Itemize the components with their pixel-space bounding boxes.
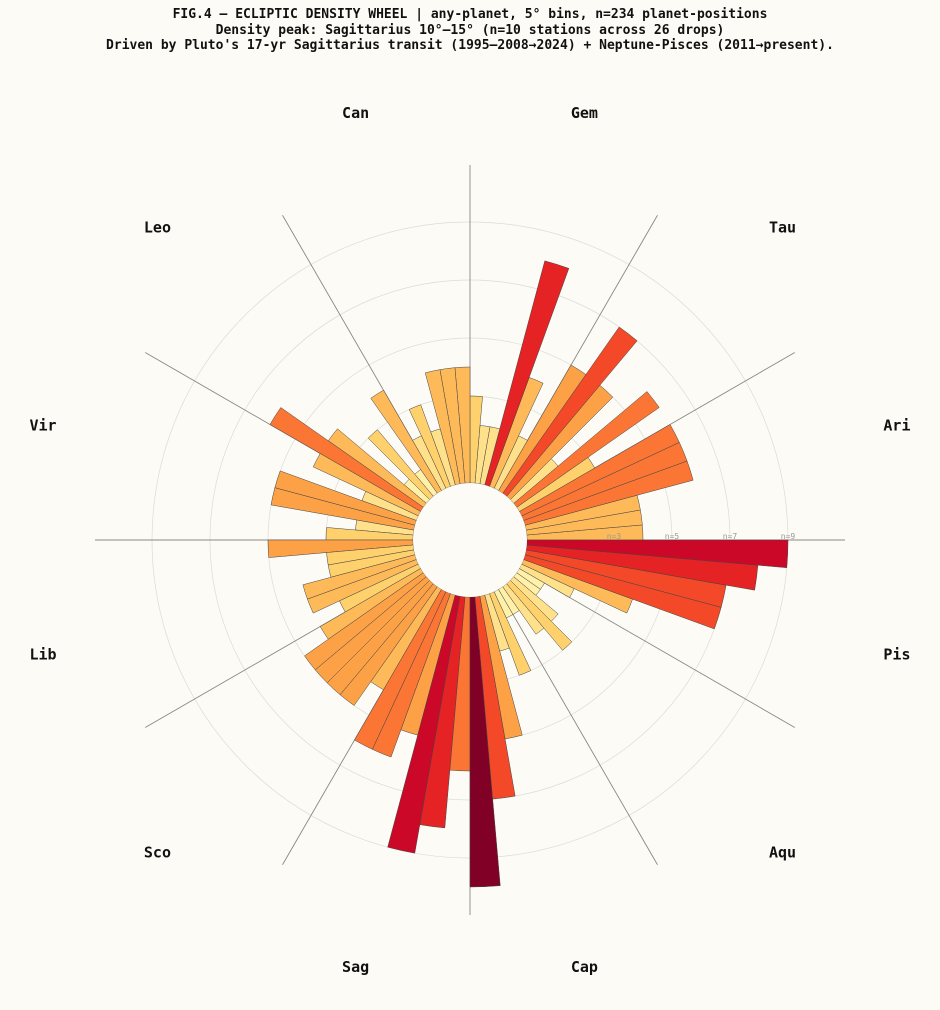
radial-tick-label: n=3 bbox=[607, 532, 622, 541]
sign-label: Leo bbox=[144, 218, 171, 236]
sign-boundary-spoke bbox=[498, 589, 658, 865]
title-line-3: Driven by Pluto's 17-yr Sagittarius tran… bbox=[106, 38, 834, 53]
figure-title-block: FIG.4 — ECLIPTIC DENSITY WHEEL | any-pla… bbox=[0, 7, 940, 54]
sign-label: Aqu bbox=[769, 844, 796, 862]
density-bars bbox=[267, 260, 789, 888]
radial-tick-label: n=7 bbox=[723, 532, 738, 541]
radial-tick-labels: n=3 n=5 n=7 n=9 bbox=[607, 532, 796, 541]
sign-label: Cap bbox=[571, 958, 598, 976]
sign-label: Sag bbox=[342, 958, 369, 976]
sign-label: Ari bbox=[883, 417, 910, 435]
radial-tick-label: n=5 bbox=[665, 532, 680, 541]
center-hole bbox=[413, 483, 527, 597]
sign-label: Can bbox=[342, 104, 369, 122]
sign-label: Vir bbox=[30, 417, 57, 435]
sign-labels: Ari Tau Gem Can Leo Vir Lib Sco Sag Cap Aqu Pis bbox=[30, 104, 911, 976]
radial-tick-label: n=9 bbox=[781, 532, 796, 541]
sign-label: Tau bbox=[769, 218, 796, 236]
sign-label: Sco bbox=[144, 844, 171, 862]
title-line-1: FIG.4 — ECLIPTIC DENSITY WHEEL | any-pla… bbox=[172, 7, 768, 22]
sign-label: Gem bbox=[571, 104, 598, 122]
title-line-2: Density peak: Sagittarius 10°–15° (n=10 … bbox=[215, 22, 725, 38]
sign-label: Lib bbox=[30, 645, 57, 663]
sign-label: Pis bbox=[883, 645, 910, 663]
